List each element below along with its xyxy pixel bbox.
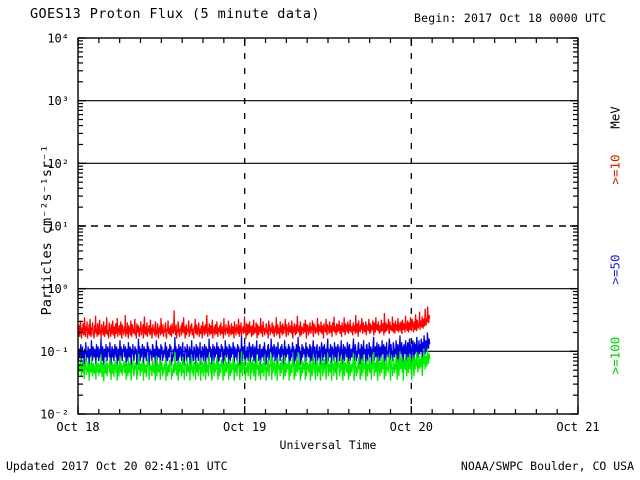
series-line (78, 332, 431, 366)
x-tick-label: Oct 18 (56, 420, 99, 434)
y-tick-label: 10⁻¹ (40, 345, 69, 359)
footer-updated-timestamp: Updated 2017 Oct 20 02:41:01 UTC (6, 459, 228, 473)
y-axis-label: Particles cm⁻²s⁻¹sr⁻¹ (39, 144, 55, 316)
y-tick-label: 10⁰ (47, 282, 69, 296)
x-tick-label: Oct 21 (556, 420, 599, 434)
y-tick-label: 10² (47, 157, 69, 171)
y-tick-label: 10⁻² (40, 408, 69, 422)
x-axis-label: Universal Time (279, 438, 377, 452)
chart-series (78, 306, 431, 382)
footer-source-label: NOAA/SWPC Boulder, CO USA (460, 459, 634, 473)
chart-axes (77, 37, 579, 415)
x-tick-label: Oct 20 (390, 420, 433, 434)
y-tick-label: 10³ (47, 94, 69, 108)
legend-item-ge100: >=100 (607, 336, 623, 375)
legend-item-ge10: >=10 (607, 154, 623, 185)
series-line (78, 306, 431, 339)
begin-time-label: Begin: 2017 Oct 18 0000 UTC (414, 11, 607, 25)
x-tick-label: Oct 19 (223, 420, 266, 434)
y-tick-label: 10⁴ (47, 32, 69, 46)
legend-item-ge50: >=50 (607, 254, 623, 285)
series-line (78, 348, 431, 382)
y-tick-label: 10¹ (47, 220, 69, 234)
page-title: GOES13 Proton Flux (5 minute data) (30, 6, 320, 22)
